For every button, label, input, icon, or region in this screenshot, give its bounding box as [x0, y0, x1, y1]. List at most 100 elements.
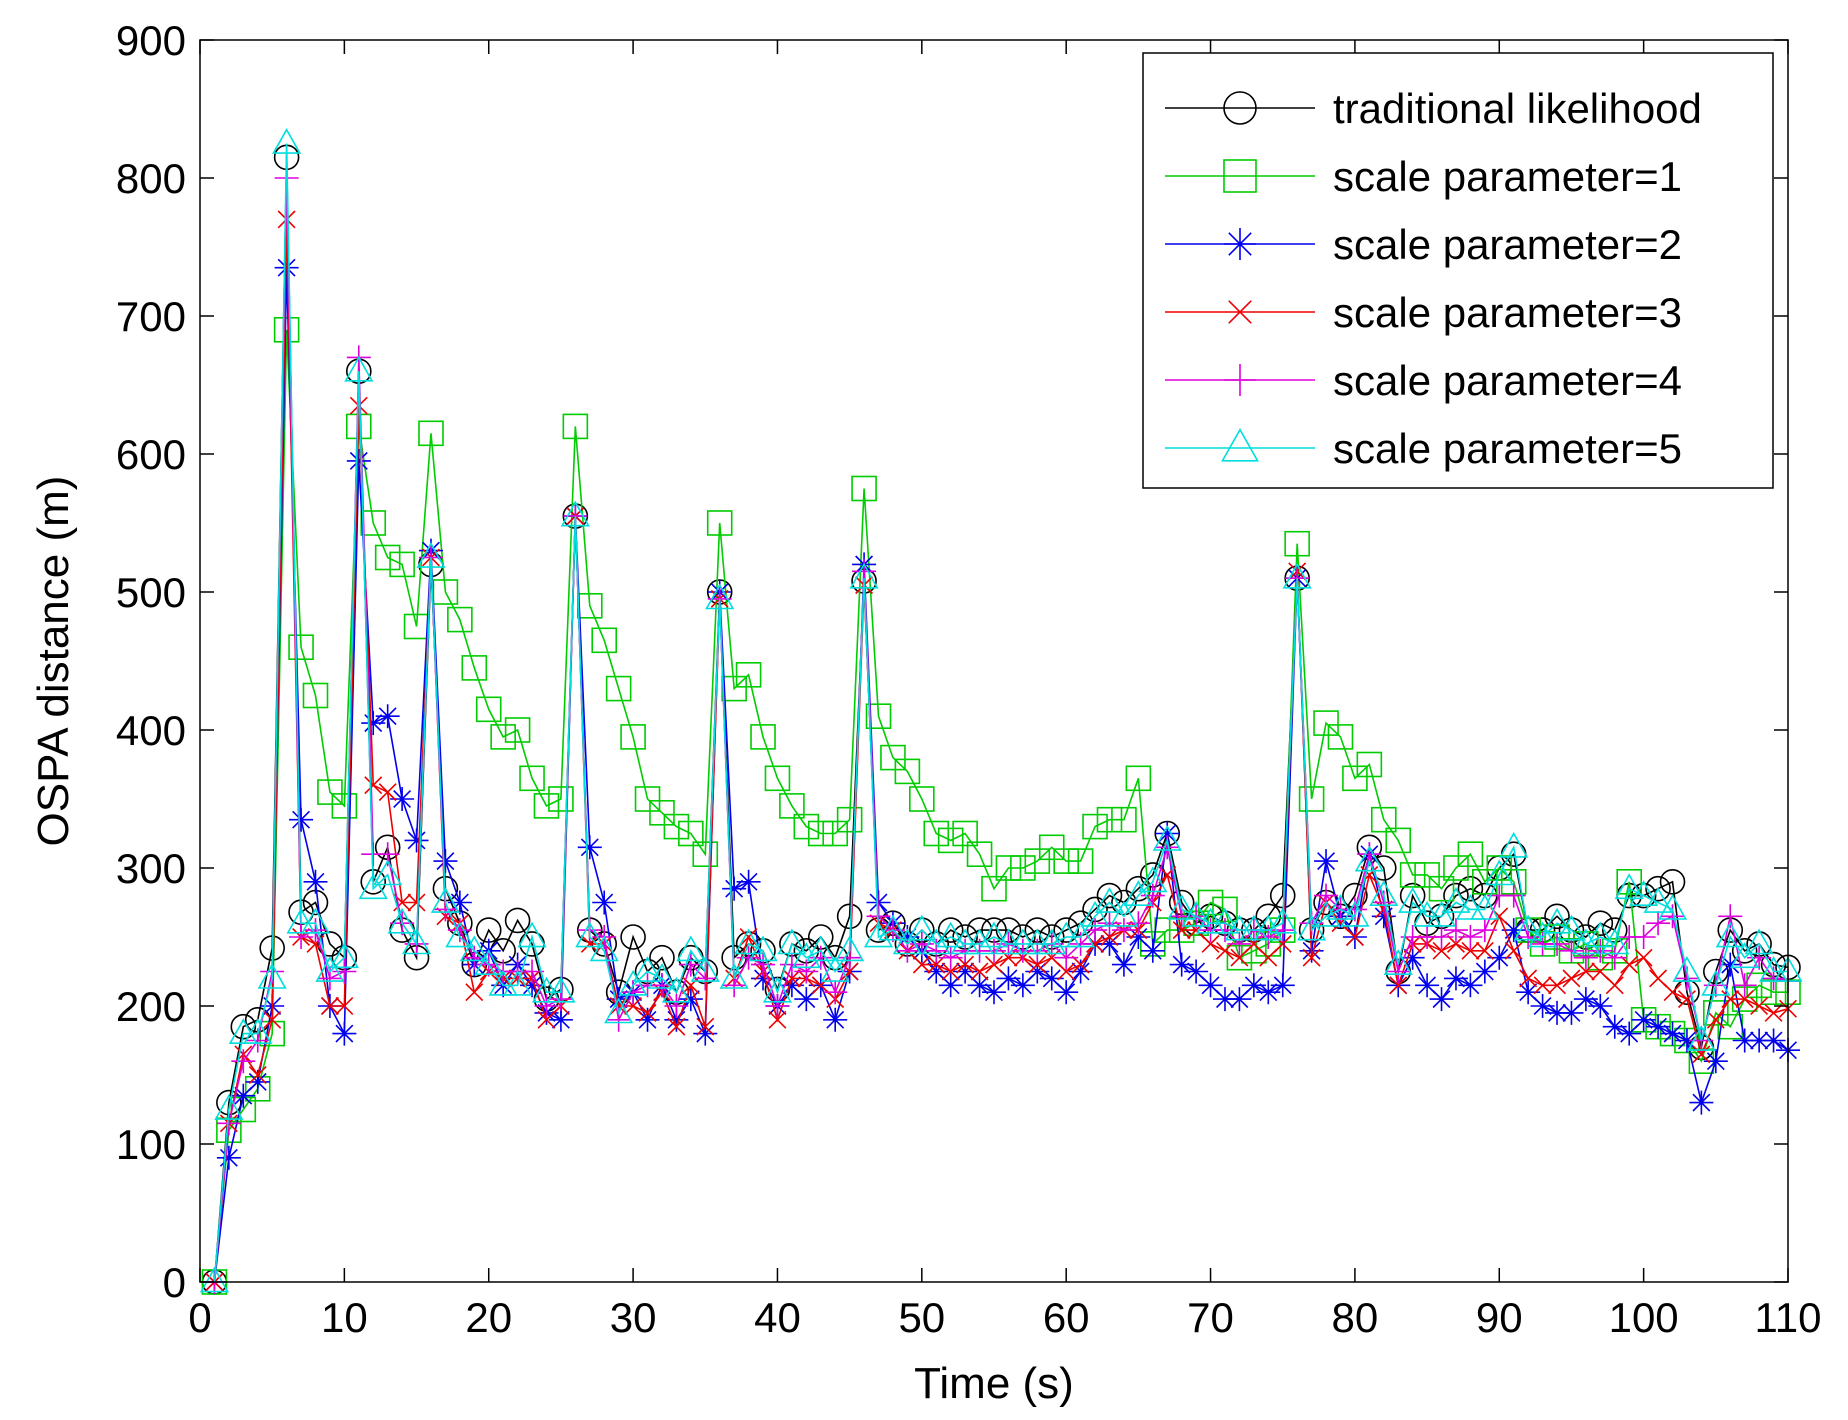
- data-point: [1455, 893, 1485, 920]
- data-point: [952, 820, 978, 847]
- data-point: [999, 948, 1018, 967]
- data-point: [1126, 925, 1151, 949]
- data-point: [289, 925, 314, 949]
- data-point: [1600, 928, 1630, 955]
- data-point: [1630, 882, 1657, 909]
- data-point: [401, 928, 432, 955]
- data-point: [373, 859, 403, 886]
- data-point: [1025, 938, 1050, 963]
- data-point: [503, 969, 533, 996]
- data-point: [1545, 931, 1570, 956]
- data-point: [1542, 907, 1572, 934]
- data-point: [1256, 925, 1281, 949]
- data-point: [1354, 845, 1384, 872]
- data-point: [1429, 925, 1454, 949]
- data-point: [1750, 997, 1769, 1015]
- y-tick-label: 900: [116, 17, 186, 64]
- data-point: [661, 976, 691, 1003]
- data-point: [1501, 918, 1526, 943]
- data-point: [995, 855, 1022, 881]
- data-point: [1268, 907, 1298, 934]
- data-point: [1659, 868, 1686, 895]
- data-point: [1053, 848, 1079, 874]
- data-point: [1758, 956, 1789, 982]
- data-point: [1097, 931, 1122, 956]
- data-point: [678, 820, 704, 847]
- data-point: [739, 928, 758, 946]
- data-point: [878, 914, 908, 941]
- data-point: [1138, 866, 1168, 893]
- data-point: [953, 959, 978, 984]
- data-point: [1499, 831, 1529, 858]
- data-point: [1282, 562, 1312, 589]
- data-point: [690, 956, 720, 982]
- data-point: [1270, 973, 1295, 998]
- data-point: [548, 786, 574, 812]
- data-point: [1066, 921, 1096, 948]
- data-point: [1042, 948, 1061, 967]
- data-point: [777, 928, 807, 955]
- data-point: [1169, 952, 1194, 977]
- data-point: [1432, 941, 1451, 960]
- data-point: [1660, 1021, 1685, 1046]
- data-point: [1706, 1010, 1725, 1029]
- data-point: [1227, 987, 1252, 1012]
- data-point: [806, 935, 836, 962]
- data-point: [1195, 907, 1226, 934]
- data-point: [1080, 900, 1110, 927]
- data-point: [1721, 990, 1740, 1009]
- data-point: [1643, 887, 1673, 913]
- data-point: [1735, 990, 1754, 1009]
- data-point: [1155, 821, 1180, 846]
- data-point: [736, 869, 761, 894]
- data-point: [735, 661, 762, 688]
- data-point: [416, 542, 446, 568]
- data-point: [1399, 882, 1426, 909]
- y-tick-label: 500: [116, 569, 186, 616]
- data-point: [1562, 969, 1581, 988]
- data-point: [782, 969, 801, 988]
- data-point: [332, 1021, 357, 1046]
- data-point: [937, 827, 964, 854]
- x-tick-label: 30: [610, 1294, 657, 1341]
- x-tick-label: 40: [754, 1294, 801, 1341]
- data-point: [1764, 1003, 1783, 1022]
- data-point: [1094, 887, 1125, 913]
- axis-ticks: 0 10 20 30 40 50 60 70 80 90 100 110 0 100 200 300 400 50…: [116, 17, 1822, 1341]
- data-point: [504, 717, 531, 743]
- data-point: [1486, 855, 1513, 881]
- data-point: [580, 934, 599, 953]
- data-point: [649, 799, 675, 826]
- data-point: [807, 820, 834, 847]
- data-point: [1732, 973, 1757, 998]
- data-point: [1573, 945, 1598, 970]
- data-point: [389, 551, 415, 578]
- data-point: [374, 544, 401, 571]
- legend-marker: [1223, 159, 1257, 193]
- data-point: [378, 783, 397, 802]
- data-point: [1370, 806, 1397, 833]
- data-point: [1631, 1007, 1656, 1032]
- data-point: [216, 1145, 241, 1170]
- data-point: [1313, 710, 1339, 736]
- data-point: [1057, 962, 1076, 981]
- data-point: [1629, 880, 1659, 907]
- data-point: [1443, 855, 1469, 881]
- data-point: [1096, 806, 1123, 833]
- data-point: [1573, 987, 1598, 1012]
- data-point: [1109, 900, 1139, 927]
- data-point: [430, 887, 460, 913]
- data-point: [1614, 873, 1644, 900]
- data-point: [1646, 1014, 1671, 1039]
- data-point: [344, 355, 374, 382]
- data-point: [836, 806, 863, 833]
- data-point: [664, 1007, 689, 1032]
- data-point: [1100, 928, 1119, 946]
- data-point: [748, 935, 778, 962]
- data-point: [676, 935, 706, 962]
- data-point: [562, 413, 589, 440]
- data-point: [751, 966, 776, 991]
- data-point: [1458, 973, 1483, 998]
- legend-marker: [1221, 427, 1259, 462]
- data-point: [894, 758, 921, 785]
